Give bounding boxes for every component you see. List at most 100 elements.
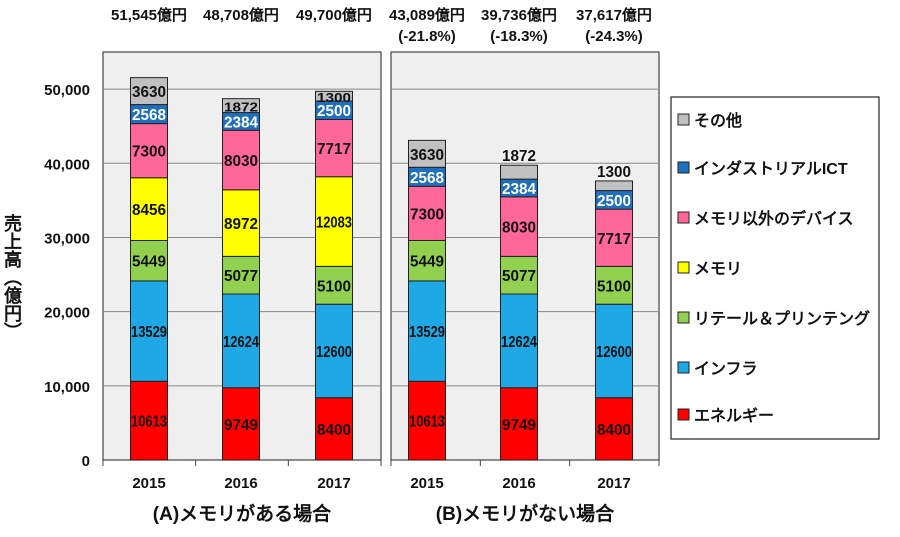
data-label: 8030 [224, 153, 258, 170]
legend-swatch [677, 361, 690, 374]
change-label: (-18.3%) [490, 28, 548, 45]
data-label: 7300 [410, 206, 444, 223]
legend-swatch [677, 261, 690, 274]
y-tick-label: 40,000 [44, 156, 90, 173]
total-label: 43,089億円 [389, 6, 465, 24]
data-label: 3630 [132, 84, 166, 101]
bar-segment-1 [595, 303, 633, 399]
legend-swatch [677, 161, 690, 174]
bar-segment-0 [595, 397, 633, 461]
data-label: 5100 [597, 278, 631, 295]
bar-segment-6 [595, 180, 633, 192]
bar-segment-4 [595, 208, 633, 267]
total-label: 51,545億円 [111, 6, 187, 24]
bar-segment-2 [130, 239, 168, 282]
y-tick-label: 20,000 [44, 305, 90, 322]
bar-segment-6 [222, 98, 260, 114]
total-label: 48,708億円 [203, 6, 279, 24]
data-label: 1300 [317, 90, 351, 105]
data-label: 8456 [132, 202, 166, 219]
data-label: 2384 [502, 181, 536, 198]
change-label: (-24.3%) [585, 28, 643, 45]
panel-title: (B)メモリがない場合 [436, 502, 615, 525]
y-tick-label: 50,000 [44, 82, 90, 99]
legend-label: インダストリアルICT [694, 159, 848, 178]
bar-segment-4 [130, 123, 168, 179]
data-label: 12083 [316, 215, 352, 232]
legend-swatch [677, 113, 690, 126]
bar-segment-3 [315, 176, 353, 267]
legend-swatch [677, 311, 690, 324]
bar-segment-1 [130, 280, 168, 382]
x-tick-label: 2015 [410, 475, 443, 492]
y-axis-label: 売上高（億円） [2, 213, 22, 340]
bar-segment-1 [408, 280, 446, 382]
legend-label: リテール＆プリンテング [694, 309, 870, 328]
data-label: 1300 [597, 164, 631, 181]
data-label: 8400 [317, 422, 351, 439]
legend-box [670, 96, 880, 440]
data-label: 12600 [316, 344, 352, 361]
data-label: 1872 [502, 148, 536, 165]
bar-segment-0 [408, 380, 446, 461]
data-label: 7300 [132, 144, 166, 161]
bar-segment-4 [315, 119, 353, 178]
data-label: 8030 [502, 220, 536, 237]
legend-label: メモリ [694, 261, 742, 278]
data-label: 12624 [223, 334, 259, 351]
legend-label: インフラ [694, 361, 758, 378]
legend-swatch [677, 211, 690, 224]
x-tick-label: 2017 [597, 475, 630, 492]
data-label: 1872 [224, 100, 258, 115]
x-tick-label: 2016 [502, 475, 535, 492]
change-label: (-21.8%) [398, 28, 456, 45]
bar-segment-4 [500, 196, 538, 257]
data-label: 2500 [317, 103, 351, 120]
bar-segment-0 [315, 397, 353, 461]
y-tick-label: 30,000 [44, 230, 90, 247]
bar-segment-6 [130, 77, 168, 106]
bar-segment-1 [222, 293, 260, 389]
bar-segment-0 [500, 387, 538, 461]
data-label: 13529 [131, 324, 167, 341]
data-label: 5100 [317, 278, 351, 295]
data-label: 8972 [224, 216, 258, 233]
data-label: 9749 [224, 417, 258, 434]
data-label: 10613 [409, 414, 445, 431]
bar-segment-2 [500, 255, 538, 295]
data-label: 12624 [501, 334, 537, 351]
x-tick-label: 2016 [224, 475, 257, 492]
data-label: 8400 [597, 422, 631, 439]
x-tick-label: 2017 [317, 475, 350, 492]
bar-segment-1 [500, 293, 538, 389]
data-label: 7717 [597, 231, 631, 248]
panel-title: (A)メモリがある場合 [153, 502, 332, 525]
total-label: 39,736億円 [481, 6, 557, 24]
data-label: 2500 [597, 193, 631, 210]
total-label: 49,700億円 [296, 6, 372, 24]
data-label: 5449 [132, 254, 166, 271]
x-tick-label: 2015 [132, 475, 165, 492]
data-label: 7717 [317, 141, 351, 158]
legend-label: エネルギー [694, 406, 774, 425]
data-label: 10613 [131, 414, 167, 431]
bar-segment-6 [315, 90, 353, 102]
y-tick-label: 10,000 [44, 379, 90, 396]
total-label: 37,617億円 [576, 6, 652, 24]
data-label: 5077 [224, 268, 258, 285]
bar-segment-3 [130, 177, 168, 241]
bar-segment-4 [408, 185, 446, 241]
bar-segment-2 [408, 239, 446, 282]
data-label: 2568 [132, 107, 166, 124]
data-label: 2568 [410, 170, 444, 187]
bar-segment-0 [222, 387, 260, 461]
bar-segment-4 [222, 129, 260, 191]
data-label: 3630 [410, 147, 444, 164]
bar-segment-1 [315, 303, 353, 399]
legend-label: メモリ以外のデバイス [694, 209, 854, 228]
legend-label: その他 [694, 111, 742, 130]
bar-segment-6 [408, 139, 446, 168]
bar-segment-6 [500, 164, 538, 180]
data-label: 5077 [502, 268, 536, 285]
